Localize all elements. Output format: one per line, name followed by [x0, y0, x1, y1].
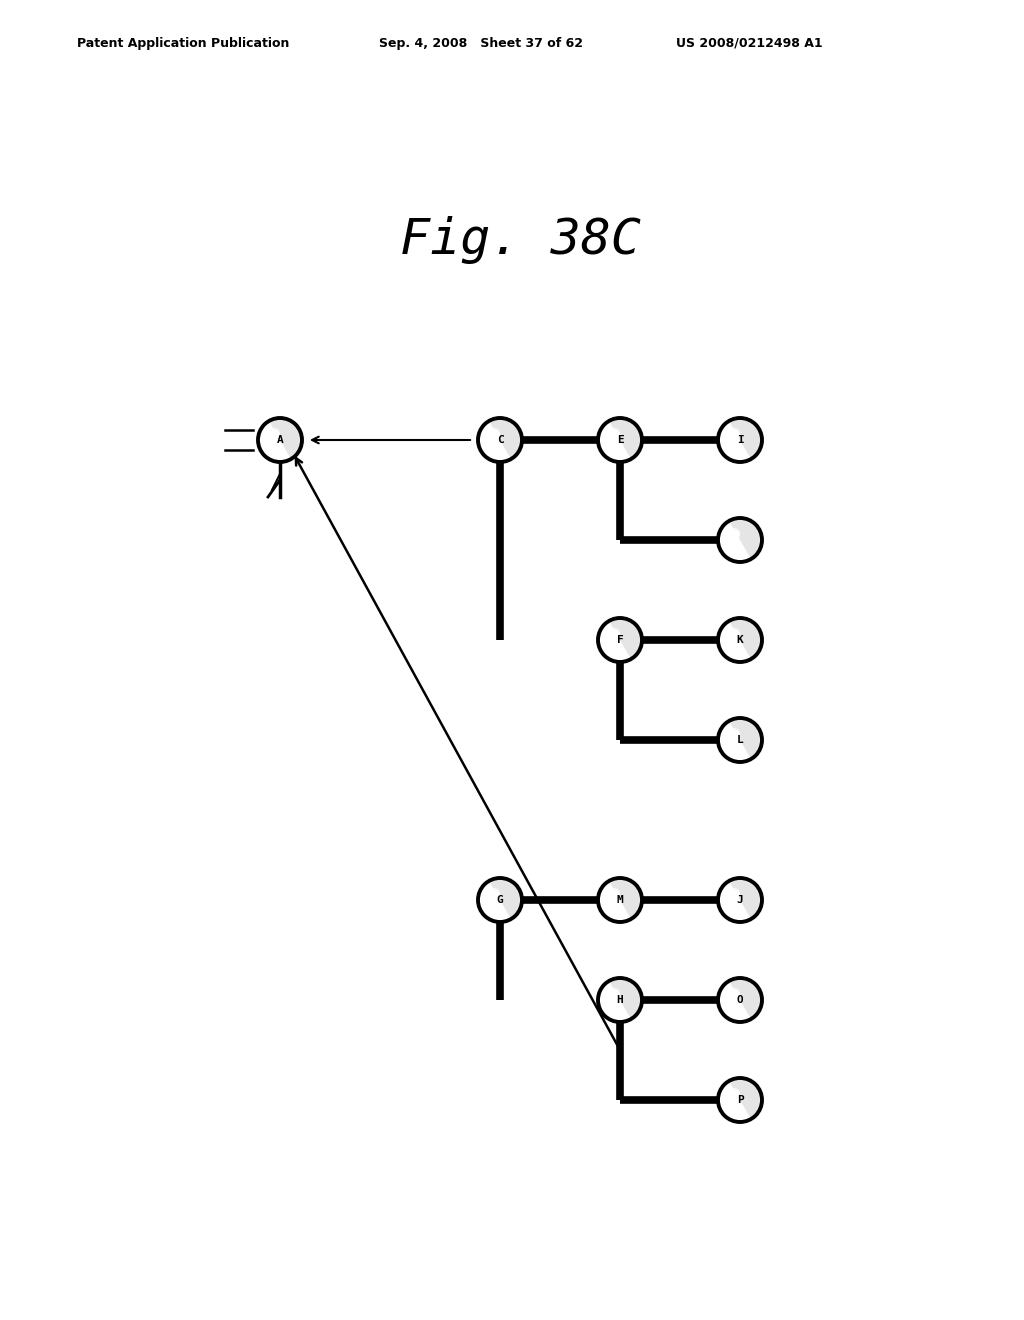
Circle shape [718, 978, 762, 1022]
Circle shape [492, 430, 500, 438]
Wedge shape [609, 979, 641, 1018]
Circle shape [718, 618, 762, 663]
Circle shape [729, 987, 740, 999]
Circle shape [598, 418, 642, 462]
Circle shape [478, 418, 522, 462]
Wedge shape [729, 879, 761, 919]
Circle shape [611, 890, 620, 899]
Circle shape [609, 888, 620, 899]
Text: Fig. 38C: Fig. 38C [399, 216, 640, 264]
Circle shape [598, 978, 642, 1022]
Circle shape [731, 1090, 740, 1098]
Text: US 2008/0212498 A1: US 2008/0212498 A1 [676, 37, 822, 50]
Text: F: F [616, 635, 624, 645]
Circle shape [729, 1088, 740, 1098]
Circle shape [598, 878, 642, 921]
Wedge shape [609, 879, 641, 919]
Text: P: P [736, 1096, 743, 1105]
Wedge shape [269, 420, 301, 458]
Text: H: H [616, 995, 624, 1005]
Text: C: C [497, 436, 504, 445]
Circle shape [731, 630, 740, 639]
Wedge shape [609, 420, 641, 458]
Circle shape [609, 428, 620, 438]
Text: G: G [497, 895, 504, 906]
Wedge shape [729, 619, 761, 659]
Circle shape [731, 430, 740, 438]
Circle shape [729, 727, 740, 739]
Text: A: A [276, 436, 284, 445]
Circle shape [489, 428, 500, 438]
Circle shape [271, 430, 280, 438]
Text: J: J [736, 895, 743, 906]
Circle shape [611, 430, 620, 438]
Circle shape [718, 878, 762, 921]
Circle shape [729, 428, 740, 438]
Wedge shape [729, 1080, 761, 1118]
Circle shape [718, 517, 762, 562]
Wedge shape [729, 719, 761, 758]
Circle shape [478, 878, 522, 921]
Circle shape [731, 990, 740, 999]
Text: O: O [736, 995, 743, 1005]
Circle shape [718, 1078, 762, 1122]
Circle shape [731, 730, 740, 739]
Circle shape [729, 628, 740, 639]
Circle shape [258, 418, 302, 462]
Wedge shape [489, 879, 521, 919]
Wedge shape [609, 619, 641, 659]
Text: L: L [736, 735, 743, 744]
Wedge shape [729, 519, 761, 558]
Wedge shape [489, 420, 521, 458]
Circle shape [598, 618, 642, 663]
Circle shape [609, 987, 620, 999]
Text: Sep. 4, 2008   Sheet 37 of 62: Sep. 4, 2008 Sheet 37 of 62 [379, 37, 583, 50]
Circle shape [731, 531, 740, 539]
Text: M: M [616, 895, 624, 906]
Circle shape [611, 630, 620, 639]
Circle shape [489, 888, 500, 899]
Text: E: E [616, 436, 624, 445]
Text: Patent Application Publication: Patent Application Publication [77, 37, 289, 50]
Circle shape [609, 628, 620, 639]
Circle shape [729, 888, 740, 899]
Circle shape [729, 528, 740, 539]
Wedge shape [729, 420, 761, 458]
Circle shape [492, 890, 500, 899]
Wedge shape [729, 979, 761, 1018]
Circle shape [718, 718, 762, 762]
Circle shape [269, 428, 280, 438]
Text: I: I [736, 436, 743, 445]
Circle shape [731, 890, 740, 899]
Circle shape [718, 418, 762, 462]
Circle shape [611, 990, 620, 999]
Text: K: K [736, 635, 743, 645]
